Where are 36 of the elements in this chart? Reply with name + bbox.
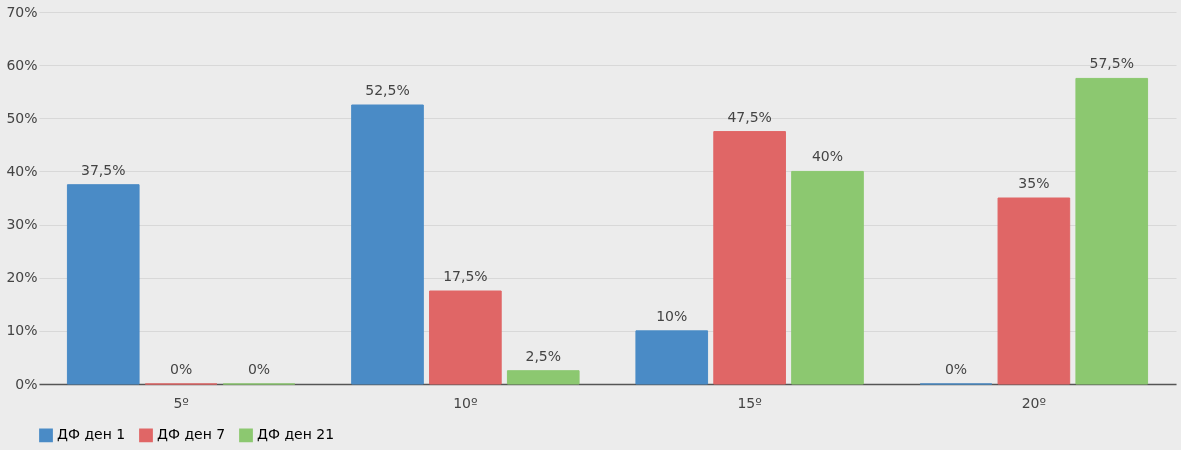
y-tick-label: 60% — [6, 56, 38, 73]
legend-label: ДФ ден 7 — [157, 426, 226, 443]
bar — [506, 370, 580, 385]
bar — [635, 330, 709, 385]
bar — [1075, 77, 1149, 385]
data-label: 0% — [944, 361, 968, 377]
x-tick-label: 5º — [173, 394, 189, 411]
data-label: 47,5% — [727, 108, 772, 125]
legend-label: ДФ ден 1 — [57, 426, 126, 443]
x-tick-label: 20º — [1021, 394, 1047, 411]
bar — [66, 184, 140, 385]
legend-label: ДФ ден 21 — [257, 426, 335, 443]
data-label: 17,5% — [443, 268, 488, 284]
y-tick-label: 30% — [6, 216, 38, 233]
bar — [791, 170, 864, 385]
x-tick-label: 15º — [737, 394, 762, 411]
data-label: 35% — [1018, 175, 1050, 191]
data-label: 10% — [656, 307, 688, 324]
y-tick-label: 10% — [6, 322, 38, 339]
y-tick-label: 40% — [6, 162, 38, 179]
data-label: 0% — [247, 361, 271, 377]
bar — [997, 197, 1071, 385]
data-label: 57,5% — [1089, 55, 1134, 72]
x-tick-label: 10º — [453, 394, 478, 411]
data-label: 37,5% — [81, 161, 126, 178]
data-label: 2,5% — [525, 347, 562, 364]
data-label: 0% — [170, 361, 193, 377]
y-tick-label: 70% — [6, 3, 38, 20]
bar — [713, 131, 786, 385]
y-tick-label: 0% — [15, 375, 38, 392]
data-label: 52,5% — [365, 82, 410, 98]
y-tick-label: 50% — [6, 109, 38, 126]
y-tick-label: 20% — [6, 269, 38, 286]
data-label: 40% — [811, 148, 844, 165]
bar — [429, 290, 502, 385]
bar — [351, 104, 424, 385]
